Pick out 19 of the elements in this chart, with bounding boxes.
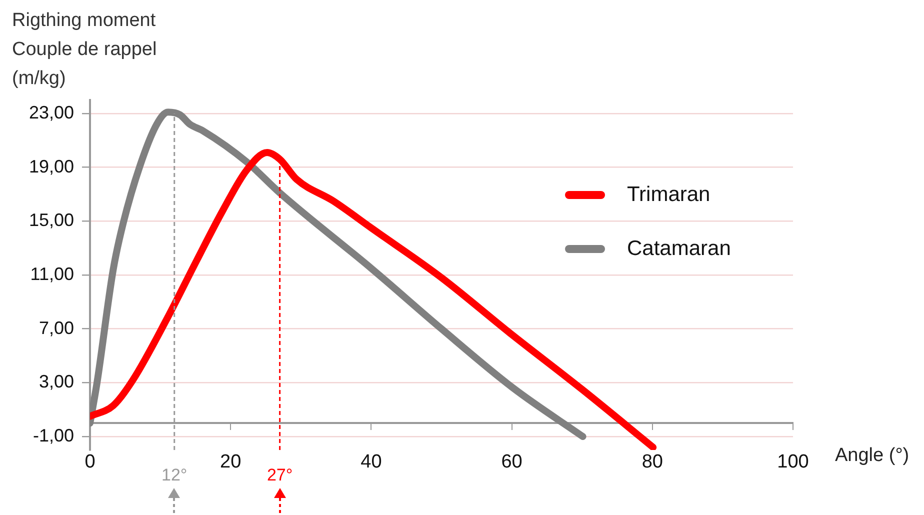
y-tick-label: 3,00 — [38, 372, 74, 392]
y-tick-label: 15,00 — [28, 210, 74, 230]
y-tick-label: 7,00 — [38, 318, 74, 338]
x-tick-label: 80 — [642, 452, 663, 473]
y-axis-title: Rigthing moment Couple de rappel (m/kg) — [12, 9, 157, 91]
ref-line-label: 27° — [266, 466, 293, 485]
y-tick-label: 19,00 — [28, 156, 74, 176]
legend-label: Trimaran — [627, 183, 710, 207]
x-tick-label: 40 — [360, 452, 382, 473]
y-tick-label: -1,00 — [32, 426, 74, 446]
x-tick-label: 100 — [777, 452, 809, 473]
x-axis-title: Angle (°) — [835, 445, 910, 468]
y-tick-label: 11,00 — [30, 264, 74, 284]
x-tick-label: 20 — [220, 452, 242, 473]
legend-label: Catamaran — [627, 237, 731, 261]
ref-line-label: 12° — [162, 466, 188, 485]
x-tick-label: 60 — [501, 452, 522, 473]
y-tick-label: 23,00 — [28, 102, 74, 122]
x-tick-label: 0 — [84, 452, 96, 473]
